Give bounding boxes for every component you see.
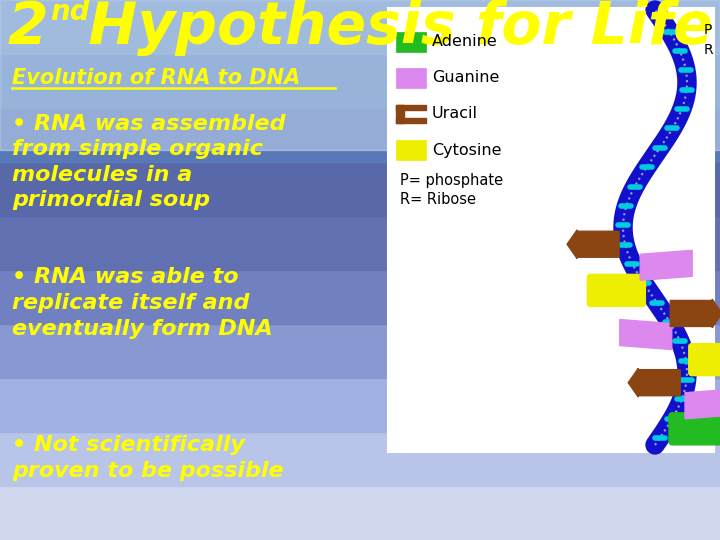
Bar [0, 431, 720, 486]
Text: Evolution of RNA to DNA: Evolution of RNA to DNA [12, 68, 300, 88]
Bar [396, 105, 404, 123]
Bar [0, 0, 720, 150]
Text: • RNA was assembled
from simple organic
molecules in a
primordial soup: • RNA was assembled from simple organic … [12, 113, 286, 211]
Text: • RNA was able to
replicate itself and
eventually form DNA: • RNA was able to replicate itself and e… [12, 267, 273, 339]
Bar [0, 107, 720, 162]
Bar [396, 32, 426, 52]
Bar [396, 68, 426, 88]
Bar [396, 105, 426, 110]
Text: Cytosine: Cytosine [432, 143, 502, 158]
Text: Uracil: Uracil [432, 106, 478, 122]
Text: • Not scientifically
proven to be possible: • Not scientifically proven to be possib… [12, 435, 284, 481]
Polygon shape [640, 251, 692, 280]
Bar [0, 269, 720, 324]
Text: R: R [704, 43, 714, 57]
Text: Guanine: Guanine [432, 71, 500, 85]
Bar [0, 0, 720, 54]
Bar [396, 140, 426, 160]
FancyArrow shape [670, 299, 720, 328]
Bar [0, 377, 720, 432]
FancyBboxPatch shape [689, 343, 720, 376]
Text: R= Ribose: R= Ribose [400, 192, 476, 207]
Bar [0, 161, 720, 216]
FancyArrow shape [567, 230, 619, 259]
Text: 2: 2 [8, 0, 49, 56]
Text: P: P [704, 23, 712, 37]
Bar [0, 53, 720, 108]
Bar [0, 485, 720, 540]
Text: Hypothesis for Life: Hypothesis for Life [68, 0, 713, 56]
Text: nd: nd [50, 0, 89, 26]
Bar [388, 8, 714, 452]
FancyBboxPatch shape [669, 413, 720, 445]
Polygon shape [620, 320, 672, 349]
Bar [0, 323, 720, 378]
Text: Adenine: Adenine [432, 35, 498, 50]
Bar [0, 215, 720, 270]
Bar [396, 118, 426, 123]
Polygon shape [685, 389, 720, 419]
Text: P= phosphate: P= phosphate [400, 172, 503, 187]
FancyBboxPatch shape [588, 274, 645, 306]
FancyArrow shape [629, 368, 680, 397]
